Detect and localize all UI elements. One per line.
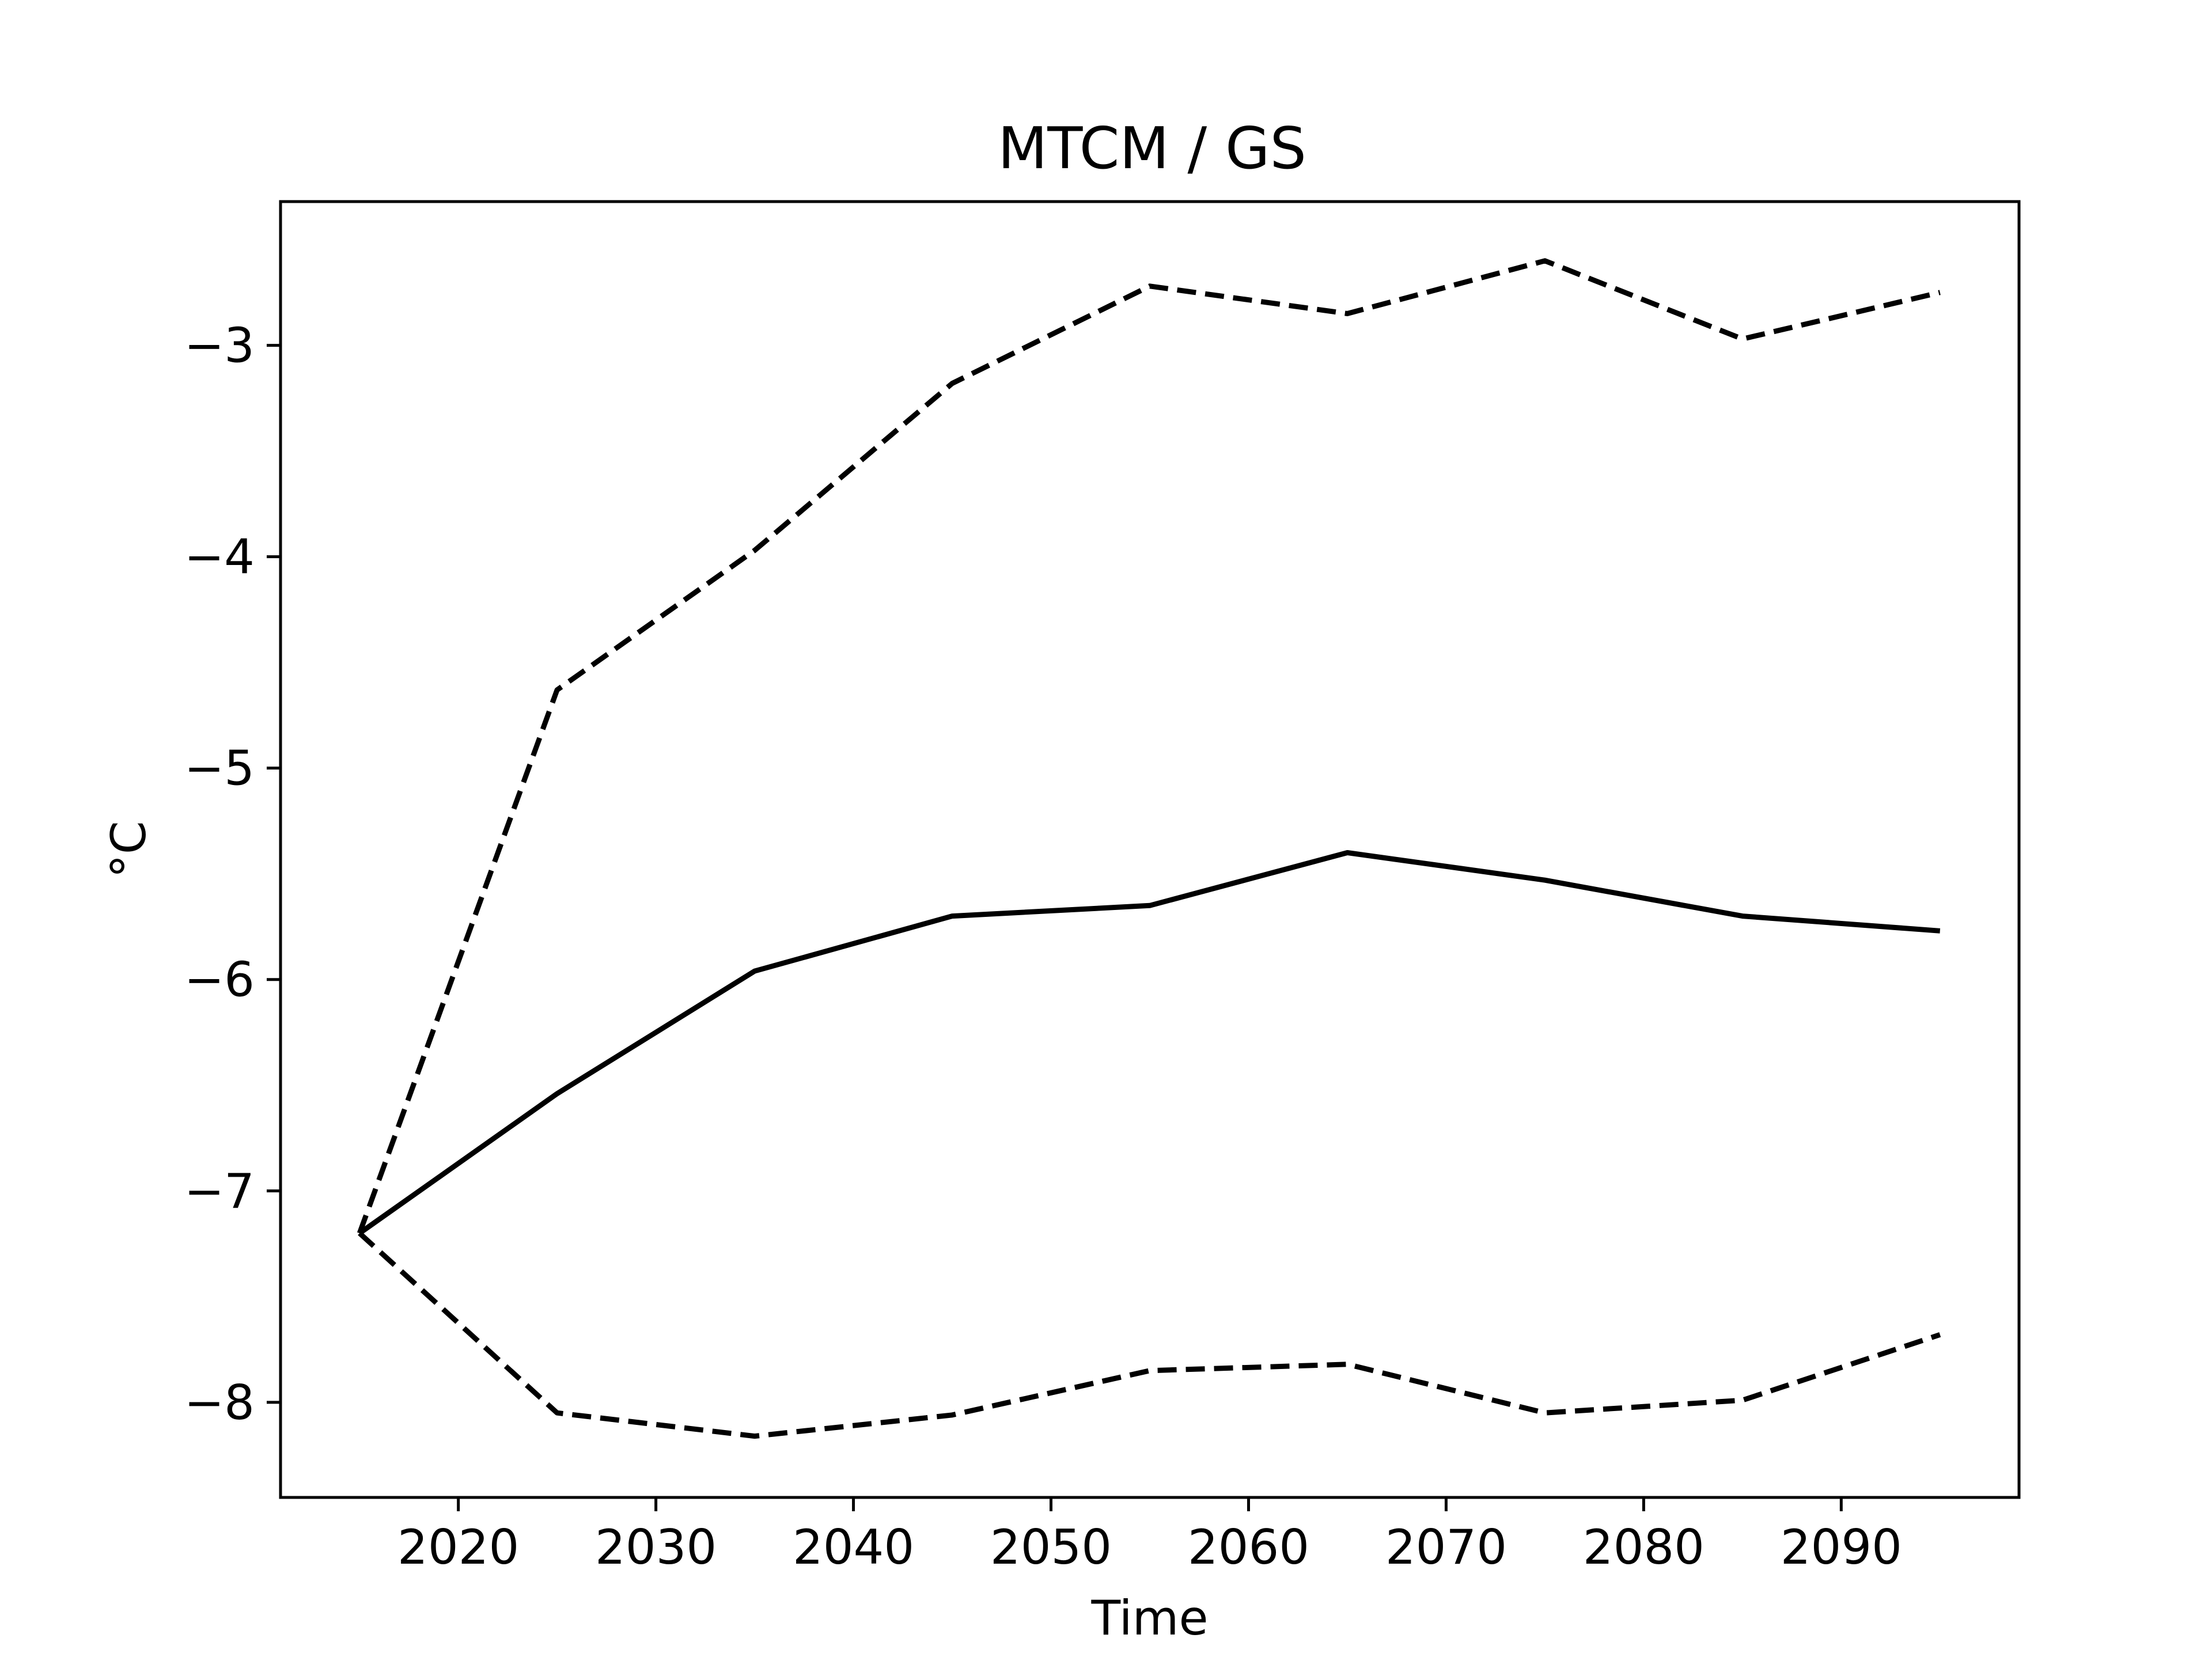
x-tick-label: 2030 xyxy=(595,1519,717,1575)
y-axis: −3 −4 −5 −6 −7 −8 xyxy=(184,318,281,1431)
plot-area xyxy=(357,258,1941,1439)
x-axis-label: Time xyxy=(1090,1590,1208,1646)
x-tick-label: 2050 xyxy=(990,1519,1112,1575)
series-line-solid-0 xyxy=(358,850,1941,1235)
x-tick-label: 2060 xyxy=(1188,1519,1309,1575)
x-tick-label: 2040 xyxy=(793,1519,914,1575)
series-line-dashed-2 xyxy=(358,1231,1941,1439)
x-axis: 2020 2030 2040 2050 2060 2070 2080 2090 xyxy=(397,1497,1902,1575)
y-tick-label: −4 xyxy=(184,529,255,585)
x-tick-label: 2070 xyxy=(1385,1519,1507,1575)
y-tick-label: −6 xyxy=(184,952,255,1008)
x-tick-label: 2080 xyxy=(1583,1519,1705,1575)
plot-frame xyxy=(279,200,2021,1499)
chart-title: MTCM / GS xyxy=(998,115,1306,182)
series-line-dashed-1 xyxy=(357,258,1941,1234)
x-tick-label: 2020 xyxy=(397,1519,519,1575)
y-tick-label: −7 xyxy=(184,1163,255,1219)
y-tick-label: −5 xyxy=(184,741,255,797)
y-tick-label: −3 xyxy=(184,318,255,374)
y-axis-label: °C xyxy=(101,821,157,878)
y-tick-label: −8 xyxy=(184,1375,255,1431)
x-tick-label: 2090 xyxy=(1781,1519,1902,1575)
